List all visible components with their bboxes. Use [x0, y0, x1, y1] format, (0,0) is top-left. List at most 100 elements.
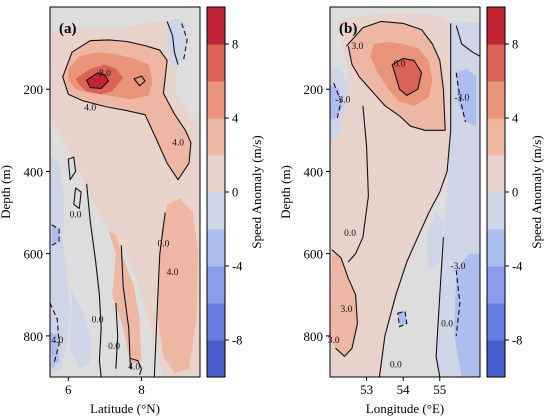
contour-line: [181, 23, 188, 61]
contour-line: [347, 105, 369, 263]
colorbar-bin: [207, 192, 225, 230]
contour-label: 3.0: [352, 42, 364, 52]
contour-label: 4.0: [167, 268, 179, 278]
x-tick-label: 54: [397, 382, 411, 397]
y-tick-label: 200: [304, 82, 324, 97]
colorbar-bin: [207, 340, 225, 378]
contour-label: 6.0: [394, 60, 406, 70]
x-axis-label: Latitude (°N): [90, 401, 160, 416]
colorbar-tick-label: -4: [512, 260, 523, 274]
contour-line: [455, 270, 461, 336]
colorbar-label: Speed Anomaly (m/s): [529, 135, 544, 248]
colorbar-bin: [487, 118, 505, 156]
contour-line: [120, 245, 132, 369]
contour-lines: [331, 20, 480, 377]
contour-label: 0.0: [157, 239, 169, 249]
contour-label: 4.0: [84, 104, 96, 114]
contour-label: 0.0: [344, 229, 356, 239]
colorbar-bin: [487, 81, 505, 119]
plot-frame: [329, 6, 481, 378]
contour-line: [50, 302, 60, 365]
contour-label: 0.0: [390, 361, 402, 371]
contour-fill-region: [397, 311, 407, 327]
contour-line: [67, 156, 77, 181]
contour-label: 4.0: [172, 139, 184, 149]
colorbar-tick-label: 8: [232, 38, 238, 52]
x-tick-label: 6: [65, 382, 72, 397]
contour-line: [73, 187, 82, 209]
panel-label: (b): [339, 21, 357, 37]
y-axis-label: Depth (m): [278, 165, 293, 219]
plot-frame: [49, 6, 201, 378]
contour-fill-region: [50, 331, 60, 369]
colorbar-tick-label: -4: [232, 260, 243, 274]
contour-lines: [50, 21, 192, 377]
panel-b: 3.0 6.0 -3.0 -3.0 0.0 -3.0 3.0 3.0 0.0 0.0 (b) 200 4…: [278, 6, 544, 416]
contour-line: [347, 45, 446, 131]
colorbar-tick-label: 4: [232, 112, 239, 126]
colorbar-tick-label: -8: [512, 334, 522, 348]
panel-label: (a): [59, 21, 77, 37]
colorbar-tick-label: -8: [232, 334, 242, 348]
contour-label: 0.0: [441, 320, 453, 330]
colorbar-tick-label: 4: [512, 112, 519, 126]
contour-label: 0.0: [70, 211, 82, 221]
colorbar-bin: [487, 229, 505, 267]
contour-line: [86, 72, 110, 89]
contour-line: [51, 224, 60, 246]
colorbar-bin: [487, 340, 505, 378]
colorbar-bin: [207, 118, 225, 156]
contour-line: [435, 237, 444, 377]
colorbar-bin: [207, 7, 225, 45]
colorbar-tick-label: 0: [232, 186, 238, 200]
contour-line: [62, 39, 192, 181]
colorbar-bin: [487, 192, 505, 230]
contour-line: [133, 75, 146, 87]
contour-label: 4.0: [51, 336, 63, 346]
contour-label: 3.0: [328, 336, 340, 346]
contour-line: [397, 310, 408, 328]
filled-contours: [330, 13, 480, 377]
contour-label: -3.0: [451, 262, 466, 272]
contour-line: [331, 249, 358, 357]
contour-label: 3.0: [341, 305, 353, 315]
contour-line: [153, 212, 166, 377]
contour-label: 0.0: [108, 342, 120, 352]
contour-fill-region: [157, 198, 199, 373]
contour-line: [86, 183, 102, 377]
colorbar-bin: [207, 81, 225, 119]
colorbar-bin: [207, 155, 225, 193]
y-axis-label: Depth (m): [0, 165, 13, 219]
contour-line: [346, 20, 446, 131]
y-tick-label: 600: [304, 247, 324, 262]
colorbar-bin: [487, 44, 505, 82]
contour-line: [378, 23, 452, 377]
colorbar-bin: [487, 155, 505, 193]
contour-label: 0.0: [92, 315, 104, 325]
x-axis-label: Longitude (°E): [366, 401, 444, 416]
contour-line: [391, 57, 423, 96]
colorbar-bin: [487, 266, 505, 304]
colorbar-tick-label: 0: [512, 186, 518, 200]
contour-line: [455, 25, 480, 57]
y-tick-label: 400: [24, 164, 44, 179]
colorbar-bin: [487, 303, 505, 341]
panel-a: 8.0 4.0 4.0 0.0 0.0 4.0 0.0 4.0 0.0 4.0 (a) 200 400 6…: [0, 6, 264, 416]
contour-line: [333, 82, 342, 119]
x-tick-label: 8: [138, 382, 145, 397]
contour-fill-region: [425, 212, 444, 271]
x-tick-label: 53: [360, 382, 373, 397]
contour-label: 8.0: [99, 69, 111, 79]
contour-line: [115, 302, 119, 369]
contour-label: -3.0: [335, 96, 350, 106]
contour-fill-region: [167, 18, 188, 69]
colorbar-bin: [207, 266, 225, 304]
contour-fill-region: [50, 155, 71, 373]
contour-fill-region: [51, 224, 60, 246]
colorbar-tick-label: 8: [512, 38, 518, 52]
contour-label: 4.0: [128, 363, 140, 373]
colorbar-bin: [207, 44, 225, 82]
y-tick-label: 200: [24, 82, 44, 97]
x-tick-label: 55: [433, 382, 446, 397]
